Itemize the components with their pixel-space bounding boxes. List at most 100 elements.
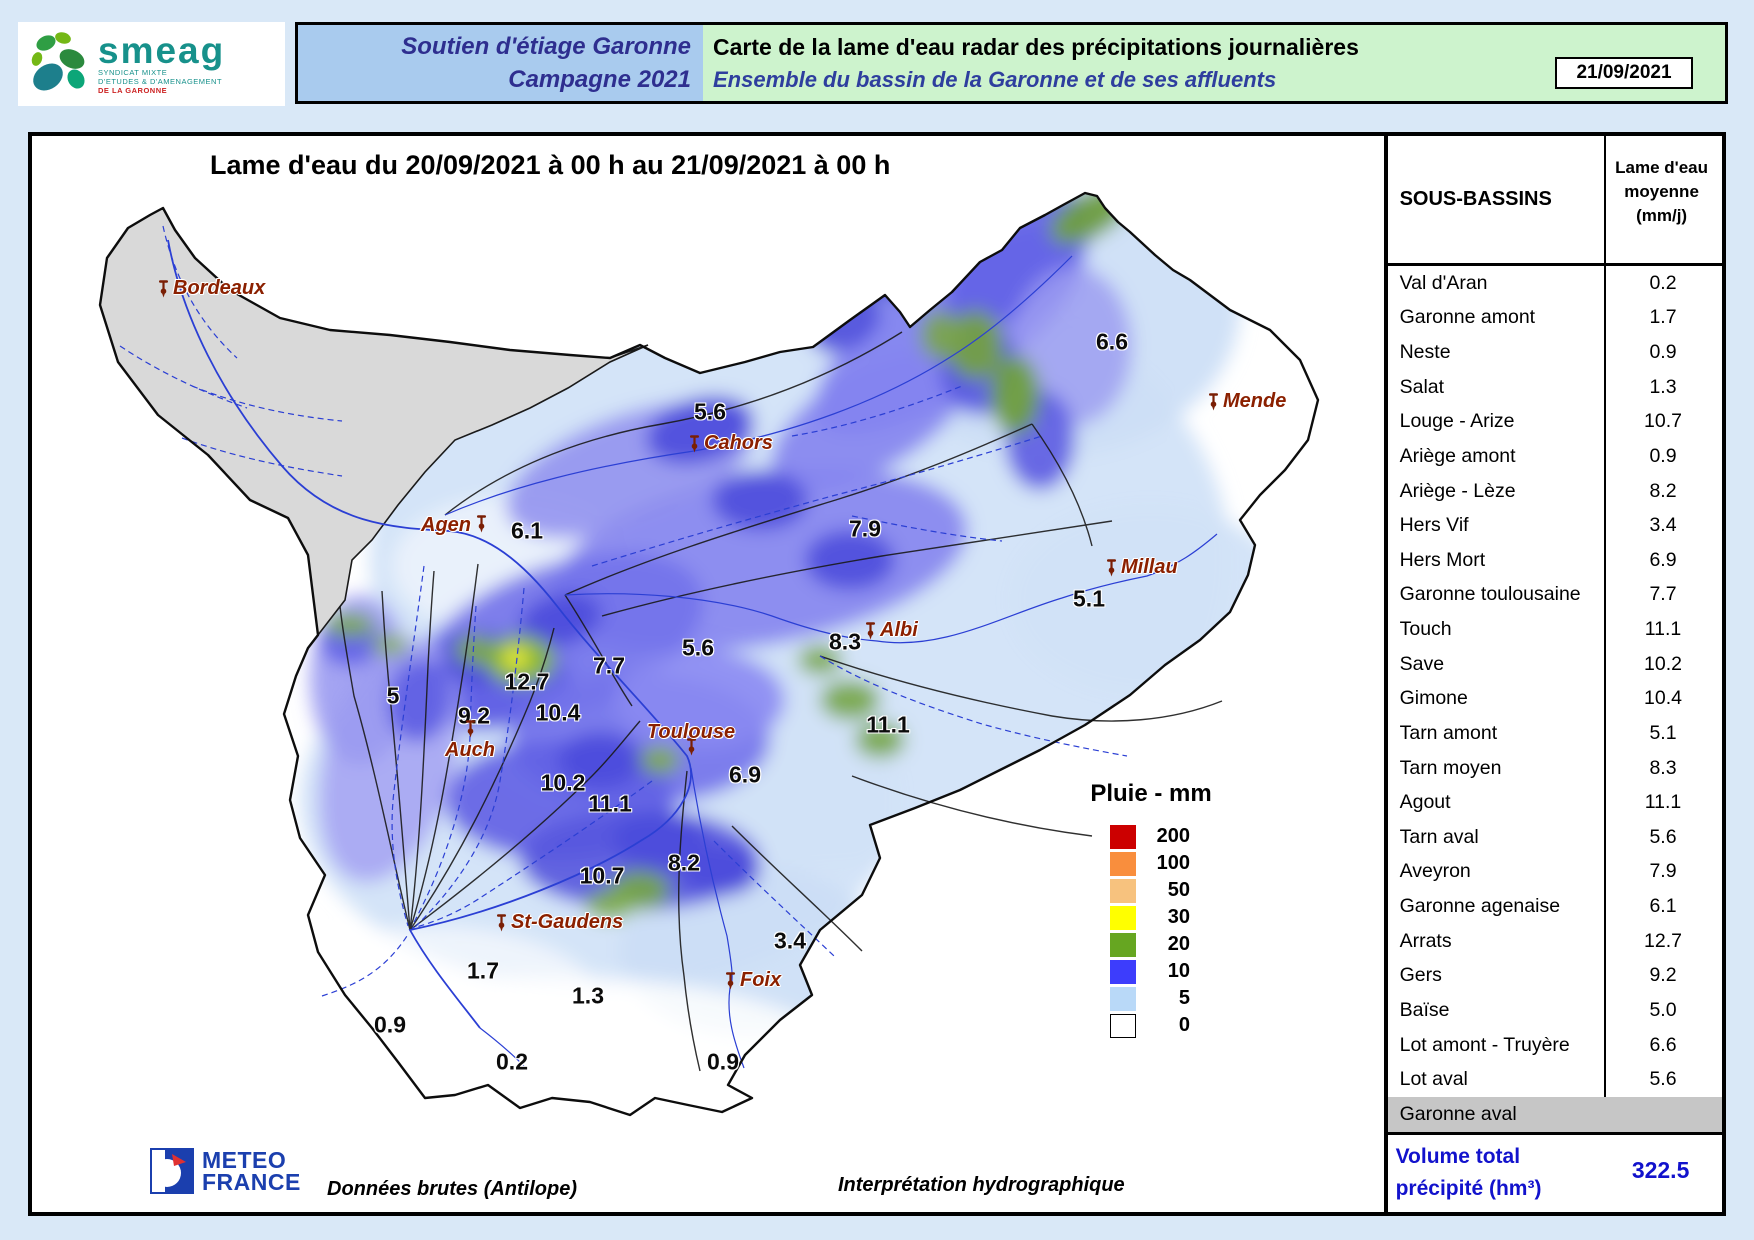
legend-item: 50 [1110,877,1190,904]
legend-item: 200 [1110,823,1190,850]
city-label: Auch [445,739,495,761]
map-value-label: 1.7 [467,957,499,984]
date-box: 21/09/2021 [1555,57,1693,89]
legend-swatch [1110,905,1136,930]
legend-swatch [1110,851,1136,876]
basin-value: 9.2 [1649,964,1677,987]
smeag-logo-text: smeag SYNDICAT MIXTE D'ETUDES & D'AMENAG… [98,32,225,95]
map-value-label: 0.2 [496,1048,528,1075]
legend-title: Pluie - mm [1090,780,1212,807]
table-row: Hers Mort 6.9 [1388,543,1722,578]
legend-item: 30 [1110,904,1190,931]
table-row: Ariège - Lèze 8.2 [1388,474,1722,509]
basin-name: Garonne amont [1399,306,1536,329]
table-row: Garonne aval [1387,1097,1722,1132]
legend-value-label: 50 [1167,879,1190,901]
table-row: Lot aval 5.6 [1388,1062,1722,1097]
city-pin-icon [866,622,875,640]
table-row: Arrats 12.7 [1388,924,1722,959]
table-header-lame: Lame d'eau moyenne (mm/j) [1606,156,1718,228]
basin-value: 12.7 [1644,929,1682,952]
basin-value: 6.1 [1649,895,1677,918]
legend-item: 20 [1110,931,1190,958]
table-header-lame-1: Lame d'eau [1615,158,1709,177]
basin-name: Baïse [1399,998,1450,1021]
map-value-label: 10.4 [535,699,581,726]
map-value-label: 5.1 [1073,585,1105,612]
table-row: Gers 9.2 [1388,959,1722,994]
legend-swatch [1110,1013,1136,1038]
basin-map [98,191,1320,1117]
basin-value: 8.3 [1649,756,1677,779]
basin-value: 10.4 [1644,687,1682,710]
table-row: Save 10.2 [1388,647,1722,682]
map-value-label: 1.3 [572,982,604,1009]
smeag-subtitle-2: D'ETUDES & D'AMENAGEMENT [98,76,223,86]
table-row: Tarn moyen 8.3 [1388,751,1722,786]
legend-value-label: 10 [1167,960,1190,982]
map-value-label: 3.4 [774,927,806,954]
table-row: Garonne agenaise 6.1 [1388,889,1722,924]
map-value-label: 5.6 [682,634,714,661]
basin-value: 1.3 [1649,375,1677,398]
basin-name: Lot amont - Truyère [1399,1033,1570,1056]
basin-value: 3.4 [1649,514,1677,537]
legend-value-label: 30 [1167,906,1190,928]
basin-value: 11.1 [1644,791,1682,814]
basin-name: Garonne agenaise [1399,895,1561,918]
map-value-label: 5 [386,682,400,709]
basin-value: 5.1 [1649,721,1677,744]
basin-value: 6.9 [1649,548,1677,571]
legend-item: 0 [1110,1012,1190,1039]
campaign-year: Campagne 2021 [508,66,691,93]
smeag-subtitle-3: DE LA GARONNE [98,85,168,95]
basin-name: Garonne aval [1399,1102,1517,1125]
meteo-france-logo: METEO FRANCE [150,1148,301,1194]
legend-items: 200 100 50 30 20 10 5 0 [1110,823,1190,1039]
table-row: Val d'Aran 0.2 [1388,266,1722,301]
smeag-logo: smeag SYNDICAT MIXTE D'ETUDES & D'AMENAG… [18,22,285,106]
basin-value: 10.7 [1644,410,1682,433]
campaign-title: Soutien d'étiage Garonne [401,33,691,60]
france-line: FRANCE [202,1169,301,1195]
basin-value: 10.2 [1644,652,1682,675]
table-row: Tarn aval 5.6 [1388,820,1722,855]
legend-swatch [1110,824,1136,849]
map-value-label: 7.7 [593,652,625,679]
basin-value: 0.2 [1649,271,1677,294]
title-block: Carte de la lame d'eau radar des précipi… [703,25,1725,101]
basin-value: 5.0 [1649,998,1677,1021]
legend-value-label: 100 [1156,852,1190,874]
city-pin-icon [1209,393,1218,411]
content-box: Lame d'eau du 20/09/2021 à 00 h au 21/09… [28,132,1726,1216]
basin-name: Louge - Arize [1399,410,1515,433]
total-box: Volume total précipité (hm³) 322.5 [1387,1132,1722,1212]
basin-name: Arrats [1399,929,1452,952]
basin-name: Hers Mort [1399,548,1486,571]
table-header-basins: SOUS-BASSINS [1399,188,1552,210]
legend-swatch [1110,932,1136,957]
city-pin-icon [497,914,506,932]
table-row: Lot amont - Truyère 6.6 [1388,1028,1722,1063]
basin-name: Aveyron [1399,860,1471,883]
data-source-note: Données brutes (Antilope) [327,1178,578,1200]
basin-name: Garonne toulousaine [1399,583,1581,606]
legend-value-label: 0 [1178,1014,1190,1036]
interpretation-note: Interprétation hydrographique [838,1174,1125,1196]
city-pin-icon [690,435,699,453]
legend-item: 10 [1110,958,1190,985]
city-label: Toulouse [646,721,736,743]
table-row: Aveyron 7.9 [1388,855,1722,890]
map-value-label: 0.9 [707,1048,739,1075]
table-header-separator [1387,263,1722,266]
basins-table: SOUS-BASSINS Lame d'eau moyenne (mm/j) V… [1383,136,1722,1212]
map-value-label: 8.2 [668,849,700,876]
legend-swatch [1110,878,1136,903]
legend-value-label: 20 [1167,933,1190,955]
legend-swatch [1110,959,1136,984]
doc-title: Carte de la lame d'eau radar des précipi… [713,34,1359,60]
table-row: Garonne toulousaine 7.7 [1388,578,1722,613]
map-value-label: 6.9 [729,761,761,788]
city-label: Mende [1223,390,1287,412]
table-row: Ariège amont 0.9 [1388,439,1722,474]
